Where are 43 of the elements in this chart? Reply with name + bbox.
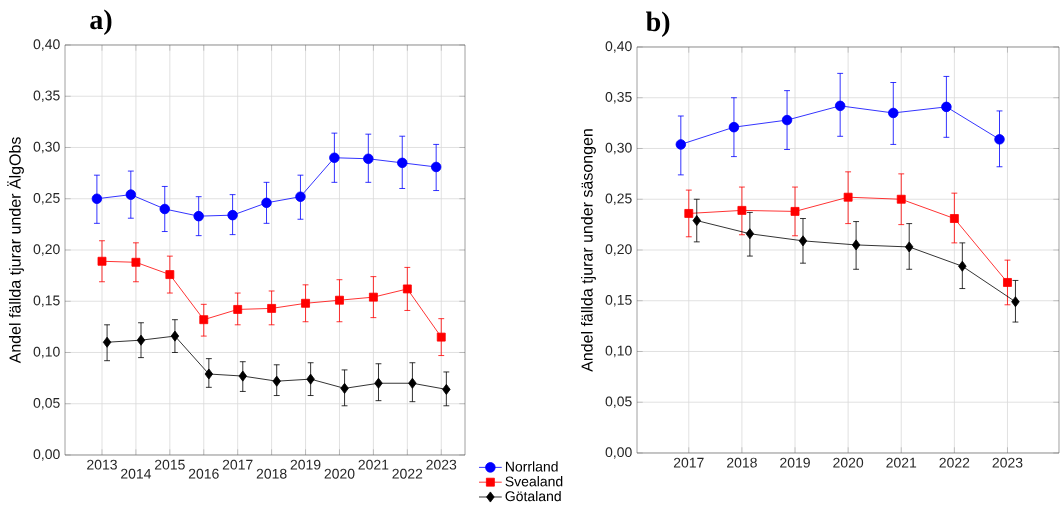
legend-label: Norrland xyxy=(505,461,558,472)
x-tick-label: 2016 xyxy=(188,468,219,479)
y-tick-label: 0,15 xyxy=(605,294,632,307)
x-tick-label: 2013 xyxy=(87,459,117,470)
y-tick-label: 0,25 xyxy=(33,192,60,205)
y-tick-label: 0,10 xyxy=(605,345,632,358)
x-tick-label: 2022 xyxy=(392,468,423,479)
x-tick-label: 2023 xyxy=(992,457,1023,468)
y-axis-title: Andel fällda tjurar under säsongen xyxy=(580,129,596,372)
x-tick-label: 2023 xyxy=(426,459,457,470)
legend-label: Svealand xyxy=(505,476,563,487)
x-tick-label: 2021 xyxy=(886,457,917,468)
y-tick-label: 0,05 xyxy=(605,396,632,409)
x-tick-label: 2018 xyxy=(727,457,757,468)
y-tick-label: 0,20 xyxy=(33,244,60,256)
x-tick-label: 2014 xyxy=(121,468,152,479)
y-tick-label: 0,30 xyxy=(33,141,60,154)
chart-title: b) xyxy=(646,11,670,37)
y-tick-label: 0,40 xyxy=(33,39,60,51)
x-tick-label: 2018 xyxy=(256,468,287,479)
y-tick-label: 0,35 xyxy=(605,91,632,104)
y-tick-label: 0,00 xyxy=(605,447,632,459)
x-tick-label: 2017 xyxy=(222,459,253,470)
x-tick-label: 2020 xyxy=(324,468,355,479)
y-tick-label: 0,05 xyxy=(33,397,60,410)
x-tick-label: 2019 xyxy=(290,459,321,470)
y-tick-label: 0,15 xyxy=(33,295,60,308)
legend-label: Götaland xyxy=(505,490,561,502)
y-tick-label: 0,35 xyxy=(33,90,60,103)
x-tick-label: 2022 xyxy=(939,457,970,468)
x-tick-label: 2021 xyxy=(358,459,389,470)
x-tick-label: 2015 xyxy=(154,459,185,470)
x-tick-label: 2017 xyxy=(673,457,704,468)
x-tick-label: 2020 xyxy=(833,457,864,468)
y-tick-label: 0,40 xyxy=(605,41,632,53)
y-tick-label: 0,00 xyxy=(33,449,60,461)
y-tick-label: 0,20 xyxy=(605,244,632,256)
x-tick-label: 2019 xyxy=(780,457,810,468)
y-tick-label: 0,10 xyxy=(33,346,60,359)
chart-title: a) xyxy=(90,9,112,35)
y-tick-label: 0,25 xyxy=(605,193,632,206)
y-tick-label: 0,30 xyxy=(605,142,632,155)
y-axis-title: Andel fällda tjurar under ÄlgObs xyxy=(7,137,24,364)
